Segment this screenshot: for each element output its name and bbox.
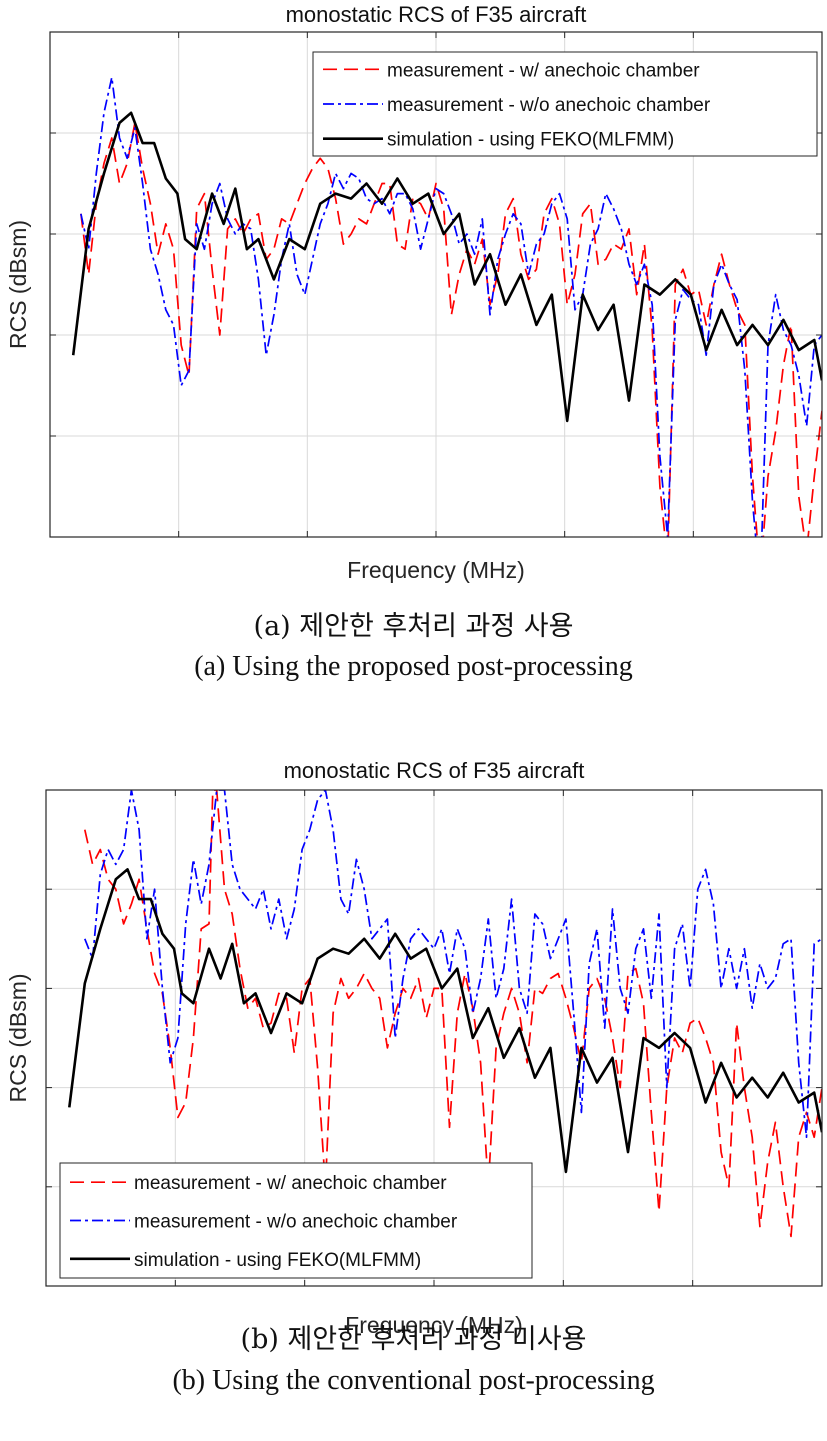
chart-title: monostatic RCS of F35 aircraft (284, 758, 585, 783)
chart-title: monostatic RCS of F35 aircraft (286, 2, 587, 27)
axis-ticks (50, 32, 822, 537)
y-axis-label: RCS (dBsm) (5, 220, 31, 349)
x-axis-label: Frequency (MHz) (347, 557, 525, 583)
axis-ticks (46, 790, 822, 1286)
series-group (68, 790, 822, 1238)
legend-entry: measurement - w/o anechoic chamber (134, 1212, 458, 1233)
legend-entry: measurement - w/ anechoic chamber (134, 1173, 447, 1194)
series-line-solid (71, 111, 822, 423)
series-line-dashed (83, 790, 822, 1238)
legend: measurement - w/ anechoic chamber measure… (59, 1162, 533, 1279)
legend-box (59, 1162, 533, 1279)
legend-entry: simulation - using FEKO(MLFMM) (134, 1250, 421, 1271)
caption-b-korean: (b) 제안한 후처리 과정 미사용 (240, 1324, 587, 1355)
x-axis-label: Frequency (MHz) (345, 1312, 523, 1338)
caption-b-english: (b) Using the conventional post-processi… (172, 1365, 655, 1396)
series-line-dashed (80, 122, 822, 537)
y-axis-label: RCS (dBsm) (5, 973, 31, 1102)
series-line-solid (68, 868, 822, 1174)
legend-entry: measurement - w/ anechoic chamber (387, 60, 700, 81)
series-line-dashdot (84, 790, 822, 1139)
series-group (71, 76, 822, 537)
legend-entry: measurement - w/o anechoic chamber (387, 95, 711, 116)
chart-b: monostatic RCS of F35 aircraft Frequency… (5, 758, 823, 1338)
legend-box (312, 51, 818, 157)
legend-entry: simulation - using FEKO(MLFMM) (387, 130, 674, 151)
caption-a-korean: (a) 제안한 후처리 과정 사용 (253, 611, 574, 642)
series-line-dashdot (80, 76, 822, 537)
caption-a-english: (a) Using the proposed post-processing (194, 651, 633, 682)
chart-a: monostatic RCS of F35 aircraft Frequency… (5, 2, 823, 583)
legend: measurement - w/ anechoic chamber measure… (312, 51, 818, 157)
